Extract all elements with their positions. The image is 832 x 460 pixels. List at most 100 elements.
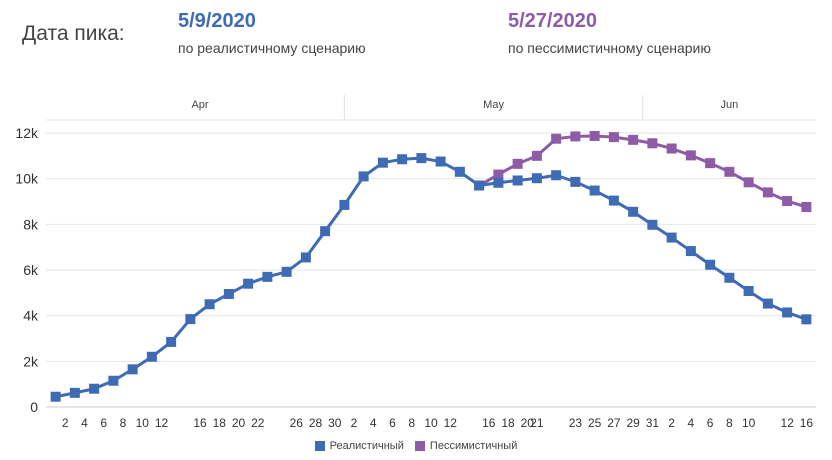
data-point-realistic (262, 271, 273, 282)
peak-date-label: Дата пика: (22, 22, 125, 45)
legend-item-pessimistic[interactable]: Пессимистичный (414, 440, 518, 452)
x-tick-label: 6 (707, 416, 714, 430)
legend-label-realistic: Реалистичный (329, 440, 404, 452)
data-point-realistic (377, 157, 388, 168)
data-point-realistic (243, 278, 254, 289)
x-tick-label: 21 (530, 416, 544, 430)
x-tick-label: 22 (251, 416, 265, 430)
data-point-realistic (608, 195, 619, 206)
x-tick-label: 27 (607, 416, 621, 430)
realistic-peak-date: 5/9/2020 (178, 10, 256, 32)
data-point-pessimistic (628, 134, 639, 145)
data-point-realistic (666, 232, 677, 243)
x-tick-label: 16 (482, 416, 496, 430)
legend-label-pessimistic: Пессимистичный (429, 440, 518, 452)
data-point-realistic (89, 383, 100, 394)
data-point-realistic (589, 185, 600, 196)
data-point-pessimistic (512, 158, 523, 169)
x-tick-label: 12 (780, 416, 794, 430)
data-point-realistic (685, 246, 696, 257)
x-tick-label: 4 (688, 416, 695, 430)
y-tick-label: 2k (23, 353, 39, 369)
x-tick-label: 31 (646, 416, 660, 430)
data-point-realistic (801, 314, 812, 325)
data-point-pessimistic (608, 132, 619, 143)
x-tick-label: 23 (569, 416, 583, 430)
data-point-realistic (358, 171, 369, 182)
data-point-realistic (166, 336, 177, 347)
data-point-realistic (531, 173, 542, 184)
data-point-realistic (146, 351, 157, 362)
x-tick-label: 10 (136, 416, 150, 430)
data-point-realistic (724, 272, 735, 283)
data-point-realistic (435, 156, 446, 167)
x-tick-label: 29 (626, 416, 640, 430)
x-tick-label: 2 (668, 416, 675, 430)
y-tick-label: 4k (23, 308, 39, 324)
data-point-pessimistic (762, 187, 773, 198)
series-line-pessimistic (478, 134, 807, 209)
pessimistic-peak-date: 5/27/2020 (508, 10, 597, 32)
x-tick-label: 16 (800, 416, 814, 430)
series-line-realistic (55, 156, 807, 399)
data-point-realistic (185, 314, 196, 325)
data-point-pessimistic (570, 131, 581, 142)
data-point-pessimistic (551, 133, 562, 144)
x-tick-label: 28 (309, 416, 323, 430)
data-point-realistic (454, 166, 465, 177)
x-tick-label: 8 (120, 416, 127, 430)
y-tick-label: 8k (23, 216, 39, 232)
x-tick-label: 8 (408, 416, 415, 430)
x-tick-label: 20 (232, 416, 246, 430)
data-point-realistic (281, 266, 292, 277)
data-point-pessimistic (685, 150, 696, 161)
data-point-realistic (512, 175, 523, 186)
data-point-realistic (50, 391, 61, 402)
data-point-realistic (69, 387, 80, 398)
x-tick-label: 18 (213, 416, 227, 430)
data-point-pessimistic (743, 177, 754, 188)
x-tick-label: 16 (193, 416, 207, 430)
data-point-pessimistic (589, 130, 600, 141)
y-tick-label: 6k (23, 262, 39, 278)
data-point-realistic (108, 375, 119, 386)
pessimistic-peak: 5/27/2020 по пессимистичному сценарию (508, 8, 711, 58)
data-point-realistic (743, 286, 754, 297)
data-point-pessimistic (493, 169, 504, 180)
month-label: Jun (721, 99, 739, 111)
x-tick-label: 10 (742, 416, 756, 430)
chart-legend: Реалистичный Пессимистичный (0, 440, 832, 454)
data-point-pessimistic (647, 138, 658, 149)
x-tick-label: 26 (290, 416, 304, 430)
data-point-realistic (397, 154, 408, 165)
x-tick-label: 30 (328, 416, 342, 430)
y-tick-label: 12k (15, 125, 39, 141)
data-point-realistic (204, 299, 215, 310)
realistic-peak: 5/9/2020 по реалистичному сценарию (178, 8, 366, 58)
x-tick-label: 18 (501, 416, 515, 430)
legend-swatch-realistic (314, 441, 325, 451)
x-tick-label: 20 (521, 416, 535, 430)
pessimistic-peak-subtitle: по пессимистичному сценарию (508, 40, 711, 56)
data-point-realistic (782, 307, 793, 318)
x-tick-label: 4 (81, 416, 88, 430)
x-tick-label: 2 (351, 416, 358, 430)
y-tick-label: 0 (30, 399, 38, 415)
data-point-pessimistic (724, 166, 735, 177)
y-tick-label: 10k (15, 171, 39, 187)
x-tick-label: 8 (726, 416, 733, 430)
data-point-realistic (474, 180, 485, 191)
data-point-pessimistic (531, 150, 542, 161)
data-point-realistic (493, 177, 504, 188)
month-label: May (483, 99, 504, 111)
data-point-realistic (762, 298, 773, 309)
data-point-realistic (416, 153, 427, 164)
legend-item-realistic[interactable]: Реалистичный (314, 440, 404, 452)
legend-swatch-pessimistic (414, 441, 425, 451)
x-tick-label: 2 (62, 416, 69, 430)
data-point-realistic (320, 226, 331, 237)
data-point-realistic (223, 288, 234, 299)
data-point-realistic (127, 364, 138, 375)
data-point-pessimistic (782, 196, 793, 207)
